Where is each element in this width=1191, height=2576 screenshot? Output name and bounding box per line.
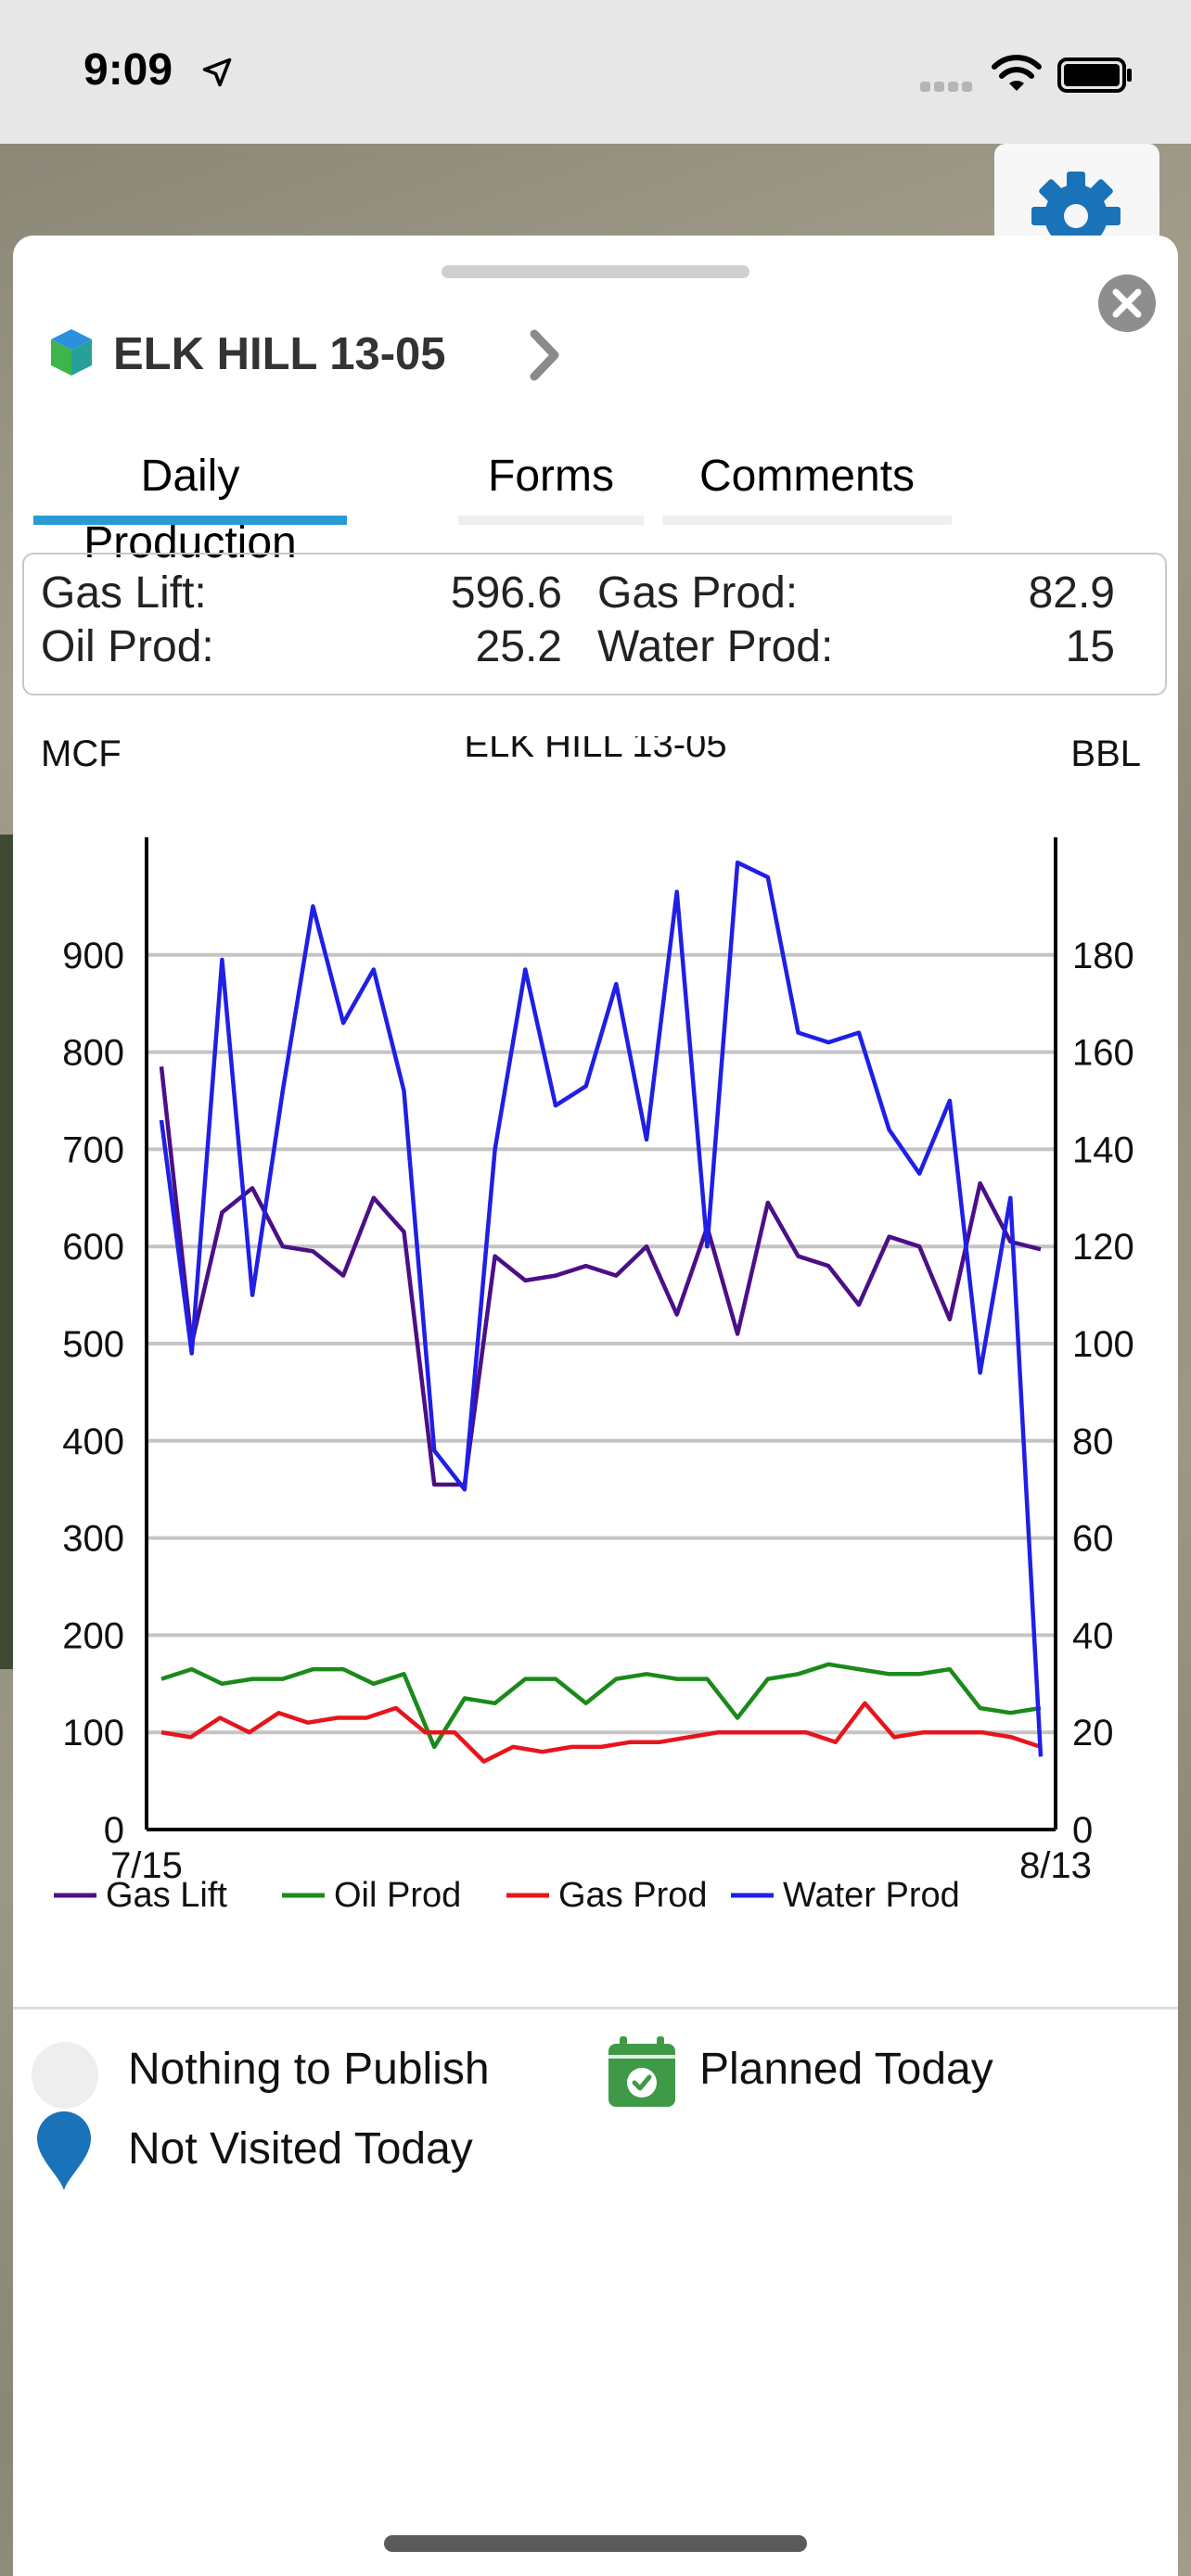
oil-prod-value: 25.2 [475,622,562,671]
nothing-to-publish-icon [32,2042,98,2109]
left-tick-label: 400 [62,1422,124,1462]
chevron-right-icon[interactable] [521,325,568,386]
right-tick-label: 180 [1072,936,1134,976]
left-tick-label: 900 [62,936,124,976]
x-start-label: 7/15 [110,1845,183,1886]
series-line-water-prod [159,860,1044,1757]
wifi-icon [992,55,1042,91]
left-tick-label: 100 [62,1713,124,1753]
tab-underline [33,516,347,525]
gear-icon [1031,172,1121,246]
tab-forms[interactable]: Forms [458,443,644,525]
right-tick-label: 120 [1072,1227,1134,1268]
map-edge [0,835,13,1669]
location-arrow-icon [202,57,232,87]
legend-label: Gas Lift [106,1876,227,1915]
gas-prod-value: 82.9 [1028,568,1115,618]
gas-prod-label: Gas Prod: [597,568,799,618]
tab-underline [662,516,952,525]
legend-label: Gas Prod [558,1876,708,1915]
left-axis-label: MCF [41,736,122,774]
production-summary: Gas Lift: 596.6 Gas Prod: 82.9 Oil Prod:… [22,553,1167,695]
map-pin-icon [37,2111,91,2190]
planned-today-label: Planned Today [699,2045,993,2094]
left-tick-label: 300 [62,1519,124,1560]
legend-label: Water Prod [783,1876,960,1915]
tab-underline [458,516,644,525]
left-tick-label: 0 [104,1810,124,1851]
not-visited-today-label: Not Visited Today [128,2124,473,2174]
cellular-signal-icon [920,80,976,96]
battery-icon [1057,57,1132,93]
right-tick-label: 0 [1072,1810,1093,1851]
left-tick-label: 500 [62,1324,124,1365]
water-prod-value: 15 [1065,622,1115,671]
tab-comments[interactable]: Comments [662,443,952,525]
legend-label: Oil Prod [334,1876,461,1915]
close-icon[interactable] [1096,273,1158,334]
right-tick-label: 20 [1072,1713,1114,1753]
tab-daily-production[interactable]: Daily Production [33,443,347,567]
nothing-to-publish-label: Nothing to Publish [128,2045,490,2094]
calendar-check-icon [608,2036,675,2107]
status-time: 9:09 [83,45,173,95]
left-tick-label: 800 [62,1033,124,1074]
gas-lift-value: 596.6 [450,568,562,618]
left-tick-label: 600 [62,1227,124,1268]
right-tick-label: 40 [1072,1615,1114,1656]
oil-prod-label: Oil Prod: [41,622,214,671]
series-line-gas-prod [160,1701,1042,1764]
well-detail-sheet: ELK HILL 13-05 Daily Production Forms Co… [13,236,1178,2576]
right-tick-label: 140 [1072,1129,1134,1170]
x-end-label: 8/13 [1019,1845,1092,1886]
legend-divider [13,2007,1178,2009]
right-axis-label: BBL [1070,736,1141,774]
status-bar: 9:09 [0,0,1191,144]
settings-button[interactable] [994,144,1159,246]
series-line-gas-lift [159,1066,1042,1487]
right-tick-label: 100 [1072,1324,1134,1365]
home-indicator[interactable] [384,2535,807,2552]
right-tick-label: 160 [1072,1033,1134,1074]
right-tick-label: 60 [1072,1519,1114,1560]
right-tick-label: 80 [1072,1422,1114,1462]
series-line-oil-prod [160,1662,1042,1750]
chart-title: ELK HILL 13-05 [464,736,726,765]
well-title: ELK HILL 13-05 [113,329,446,379]
water-prod-label: Water Prod: [597,622,834,671]
left-tick-label: 700 [62,1129,124,1170]
production-chart: 0 100 200 300 400 500 600 700 800 900 0 20 40 60 80 100… [41,736,1141,1915]
left-tick-label: 200 [62,1615,124,1656]
gas-lift-label: Gas Lift: [41,568,207,618]
sheet-grabber[interactable] [442,265,749,278]
well-cube-icon [51,329,92,376]
